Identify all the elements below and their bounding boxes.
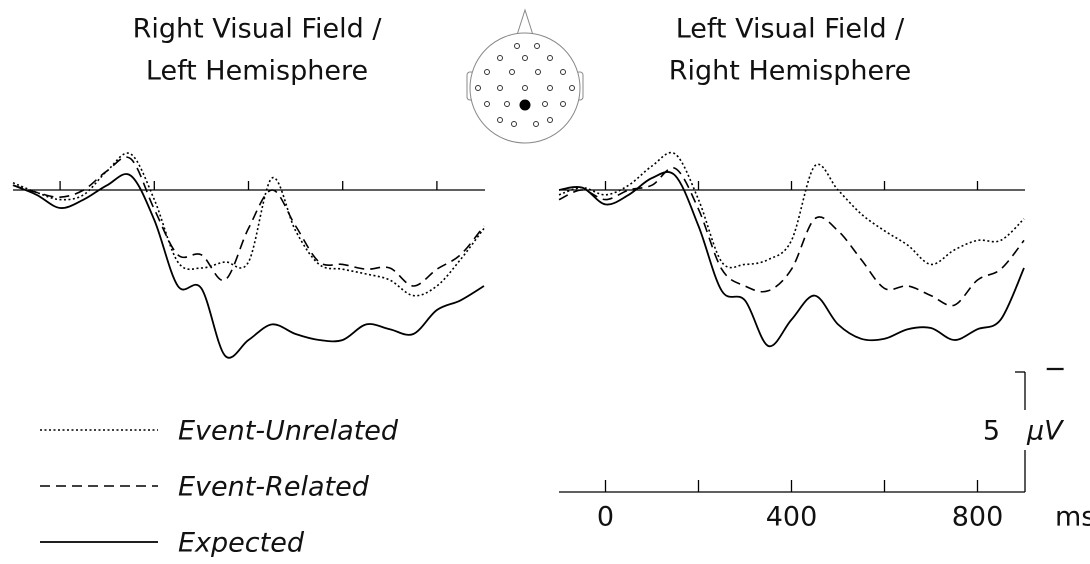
- erp-line: [12, 173, 485, 359]
- x-tick-label: 400: [766, 502, 818, 533]
- erp-line: [558, 151, 1025, 269]
- erp-line: [558, 171, 1025, 348]
- panel-title: Right Visual Field /: [133, 14, 383, 45]
- x-tick-label: 800: [952, 502, 1004, 533]
- panel-title: Left Visual Field /: [676, 14, 905, 45]
- erp-line: [12, 156, 485, 287]
- scale-value: 5: [983, 416, 1000, 447]
- head-diagram: [466, 8, 584, 144]
- legend-label: Expected: [178, 528, 305, 559]
- x-axis-label: ms: [1055, 502, 1090, 533]
- panel-title: Left Hemisphere: [146, 56, 368, 87]
- legend-label: Event-Unrelated: [178, 416, 399, 447]
- x-tick-label: 0: [597, 502, 614, 533]
- scale-unit: µV: [1026, 416, 1065, 447]
- panel-title: Right Hemisphere: [669, 56, 911, 87]
- polarity: −: [1044, 354, 1067, 385]
- erp-line: [12, 152, 485, 297]
- scale-label-bg: [1021, 410, 1071, 450]
- legend-label: Event-Related: [178, 472, 370, 503]
